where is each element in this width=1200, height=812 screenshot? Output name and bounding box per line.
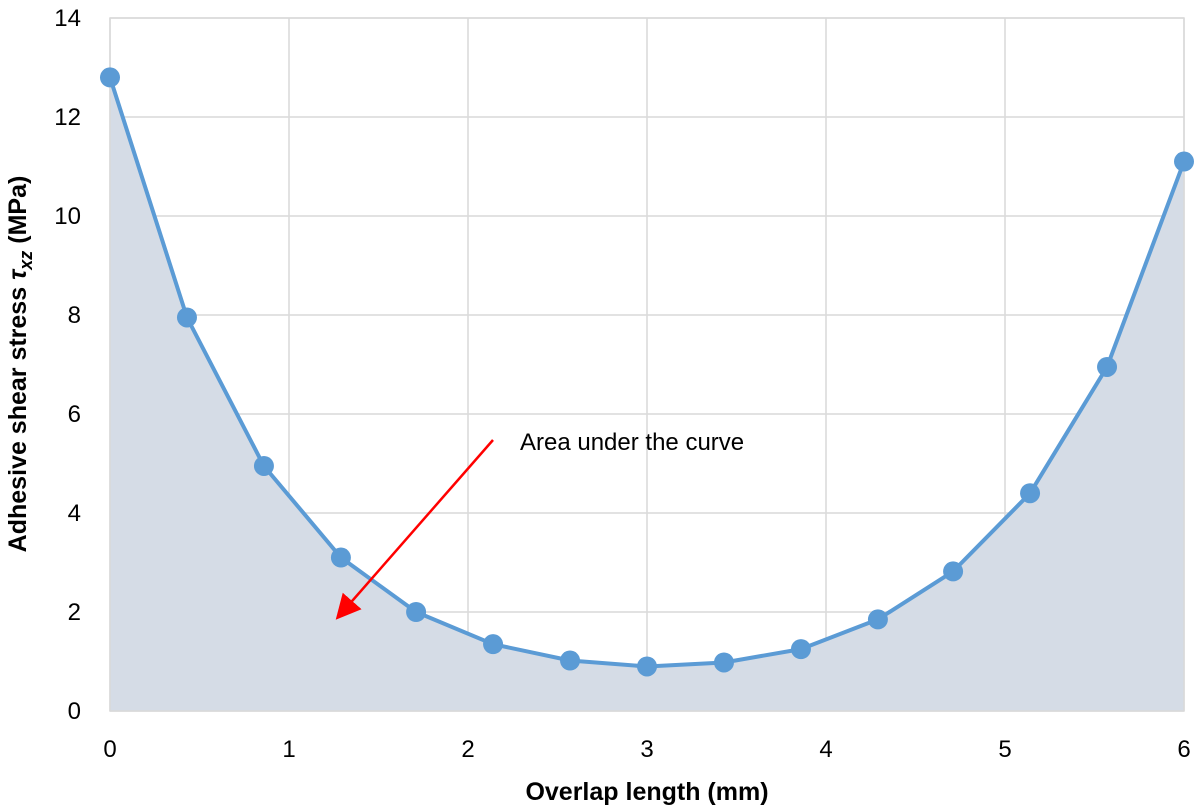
y-axis-title-prefix: Adhesive shear stress: [4, 280, 32, 552]
data-point: [867, 609, 888, 630]
y-axis-title: Adhesive shear stress τxz (MPa): [4, 176, 36, 553]
y-tick-label: 0: [68, 698, 81, 725]
x-tick-label: 2: [461, 736, 474, 763]
x-tick-label: 6: [1177, 736, 1190, 763]
y-axis-title-suffix: (MPa): [4, 176, 32, 251]
data-point: [943, 561, 964, 582]
x-tick-label: 4: [819, 736, 832, 763]
data-point: [1174, 151, 1194, 172]
y-tick-label: 12: [54, 104, 81, 131]
y-tick-label: 14: [54, 5, 81, 32]
y-tick-labels: 0 2 4 6 8 10 12 14: [54, 5, 81, 725]
x-tick-label: 5: [998, 736, 1011, 763]
data-point: [637, 656, 657, 677]
data-point: [406, 602, 427, 622]
y-tick-label: 8: [68, 302, 81, 329]
data-point: [560, 650, 581, 671]
y-axis-title-subscript: xz: [16, 251, 36, 271]
annotation-arrow: [335, 439, 494, 620]
y-tick-label: 2: [68, 599, 81, 626]
data-point: [100, 67, 120, 88]
x-axis-title: Overlap length (mm): [525, 778, 768, 806]
data-point: [790, 639, 811, 660]
data-point: [713, 652, 734, 673]
x-tick-label: 1: [282, 736, 295, 763]
y-tick-label: 6: [68, 401, 81, 428]
x-tick-label: 3: [640, 736, 653, 763]
data-point: [483, 634, 504, 655]
data-point: [1097, 356, 1118, 377]
data-point: [253, 455, 274, 476]
y-tick-label: 4: [68, 500, 81, 527]
plot-border: [109, 17, 1185, 712]
y-axis-title-symbol: τ: [4, 268, 32, 280]
y-tick-label: 10: [54, 203, 81, 230]
data-point: [330, 547, 351, 568]
x-tick-label: 0: [103, 736, 116, 763]
data-point: [176, 307, 197, 328]
area-under-curve: [110, 77, 1184, 711]
annotation-text: Area under the curve: [520, 429, 744, 456]
data-point: [1020, 483, 1041, 504]
data-points: [100, 67, 1194, 677]
x-tick-labels: 0 1 2 3 4 5 6: [103, 736, 1190, 763]
